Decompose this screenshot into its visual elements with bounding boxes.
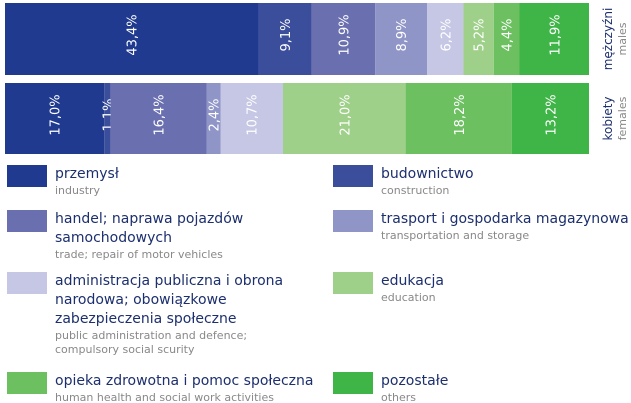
value-label: 4,4%	[501, 18, 516, 51]
value-label: 9,1%	[279, 18, 294, 51]
legend-text: administracja publiczna i obrona narodow…	[55, 272, 335, 357]
legend-swatch	[7, 372, 47, 394]
legend-label-en: construction	[381, 184, 450, 197]
legend-swatch	[7, 272, 47, 294]
bar-segment	[5, 3, 259, 75]
bar-segment	[519, 3, 589, 75]
value-label: 43,4%	[126, 14, 141, 55]
legend-label: handel; naprawa pojazdów samochodowych	[55, 211, 244, 246]
legend-swatch	[7, 210, 47, 232]
legend-label-en: transportation and storage	[381, 229, 530, 242]
bar-segment	[206, 83, 221, 154]
legend-label-en: human health and social work activities	[55, 391, 274, 403]
bar-segment	[375, 3, 428, 75]
value-label: 10,9%	[337, 14, 352, 55]
legend-label: administracja publiczna i obrona narodow…	[55, 273, 284, 327]
bar-segment	[463, 3, 494, 75]
bar-segment	[311, 3, 376, 75]
bar-segment	[220, 83, 283, 154]
legend-text: przemysł industry	[55, 165, 335, 198]
value-label: 13,2%	[544, 94, 559, 135]
legend-label: trasport i gospodarka magazynowa	[381, 211, 629, 227]
legend-swatch	[333, 165, 373, 187]
legend-swatch	[333, 272, 373, 294]
row-label-en: males	[616, 22, 629, 55]
row-label: kobiety	[601, 96, 615, 140]
legend-label-en: trade; repair of motor vehicles	[55, 248, 223, 261]
value-label: 11,9%	[548, 14, 563, 55]
bar-segment	[511, 83, 589, 154]
legend-text: handel; naprawa pojazdów samochodowych tr…	[55, 210, 335, 262]
value-label: 2,4%	[207, 98, 222, 131]
value-label: 8,9%	[395, 18, 410, 51]
bar-segment	[104, 83, 111, 154]
value-label: 6,2%	[439, 18, 454, 51]
value-label: 10,7%	[246, 94, 261, 135]
bar-segment	[258, 3, 312, 75]
value-label: 21,0%	[338, 94, 353, 135]
bars: 43,4% 9,1% 10,9% 8,9% 6,2% 5,2% 4,4% 11,9% mężcz…	[5, 3, 629, 154]
legend-text: opieka zdrowotna i pomoc społeczna human …	[55, 372, 335, 403]
bar-segment	[5, 83, 105, 154]
bar-segment	[405, 83, 512, 154]
bar-segment	[110, 83, 207, 154]
legend-text: budownictwo construction	[381, 165, 631, 198]
value-label: 18,2%	[453, 94, 468, 135]
bar-segment	[282, 83, 406, 154]
legend-label: pozostałe	[381, 373, 449, 389]
legend-label-en: public administration and defence; compu…	[55, 329, 248, 356]
legend-swatch	[7, 165, 47, 187]
legend-text: edukacja education	[381, 272, 631, 305]
value-label: 5,2%	[473, 18, 488, 51]
legend-swatch	[333, 372, 373, 394]
bar-segment	[493, 3, 520, 75]
value-label: 16,4%	[153, 94, 168, 135]
row-label: mężczyźni	[601, 8, 615, 71]
legend-swatch	[333, 210, 373, 232]
legend-label: opieka zdrowotna i pomoc społeczna	[55, 373, 314, 389]
legend-label: edukacja	[381, 273, 444, 289]
row-label-en: females	[616, 96, 629, 140]
bar-segment	[427, 3, 464, 75]
legend-label-en: education	[381, 291, 436, 304]
legend-label-en: industry	[55, 184, 101, 197]
legend-text: trasport i gospodarka magazynowa transpor…	[381, 210, 631, 243]
legend-label-en: others	[381, 391, 417, 403]
legend-text: pozostałe others	[381, 372, 631, 403]
value-label: 17,0%	[49, 94, 64, 135]
legend-label: budownictwo	[381, 166, 474, 182]
legend-label: przemysł	[55, 166, 119, 182]
